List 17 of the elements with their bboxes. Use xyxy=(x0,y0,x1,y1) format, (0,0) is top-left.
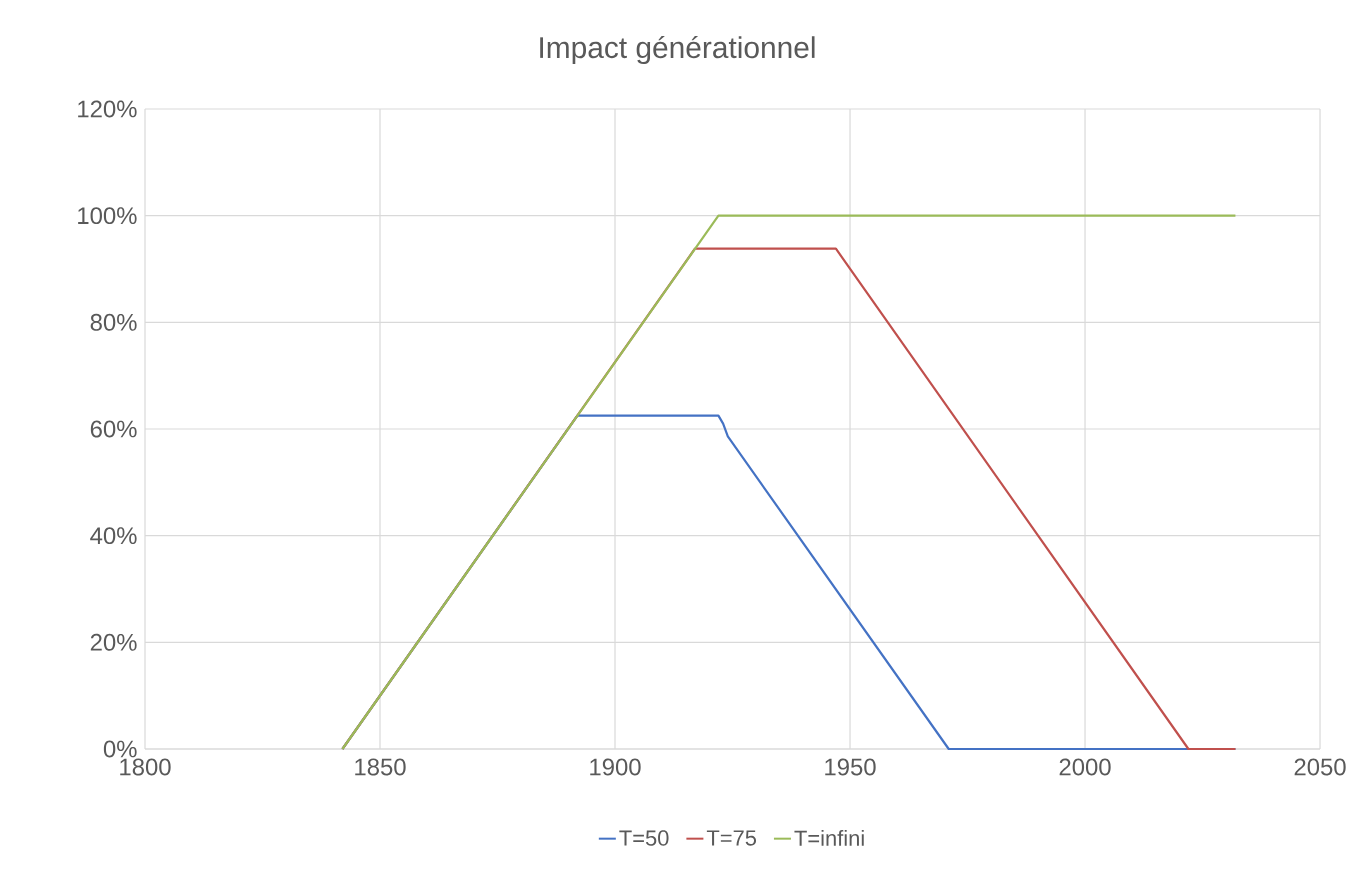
y-tick-label: 0% xyxy=(103,740,137,758)
legend-label: T=infini xyxy=(794,829,864,846)
x-tick-label: 1950 xyxy=(825,758,876,776)
y-tick-label: 20% xyxy=(90,633,137,651)
y-tick-label: 40% xyxy=(90,527,137,545)
y-tick-label: 120% xyxy=(78,100,137,118)
chart-title: Impact générationnel xyxy=(540,35,815,65)
y-tick-label: 60% xyxy=(90,420,137,438)
x-tick-label: 2000 xyxy=(1059,758,1111,776)
legend-label: T=75 xyxy=(706,830,757,846)
legend-label: T=50 xyxy=(619,830,669,846)
x-tick-label: 1900 xyxy=(590,758,641,776)
y-tick-label: 80% xyxy=(90,313,137,331)
x-tick-label: 1800 xyxy=(120,758,171,776)
y-tick-label: 100% xyxy=(78,207,137,225)
x-tick-label: 1850 xyxy=(355,758,406,776)
x-tick-label: 2050 xyxy=(1294,758,1346,776)
